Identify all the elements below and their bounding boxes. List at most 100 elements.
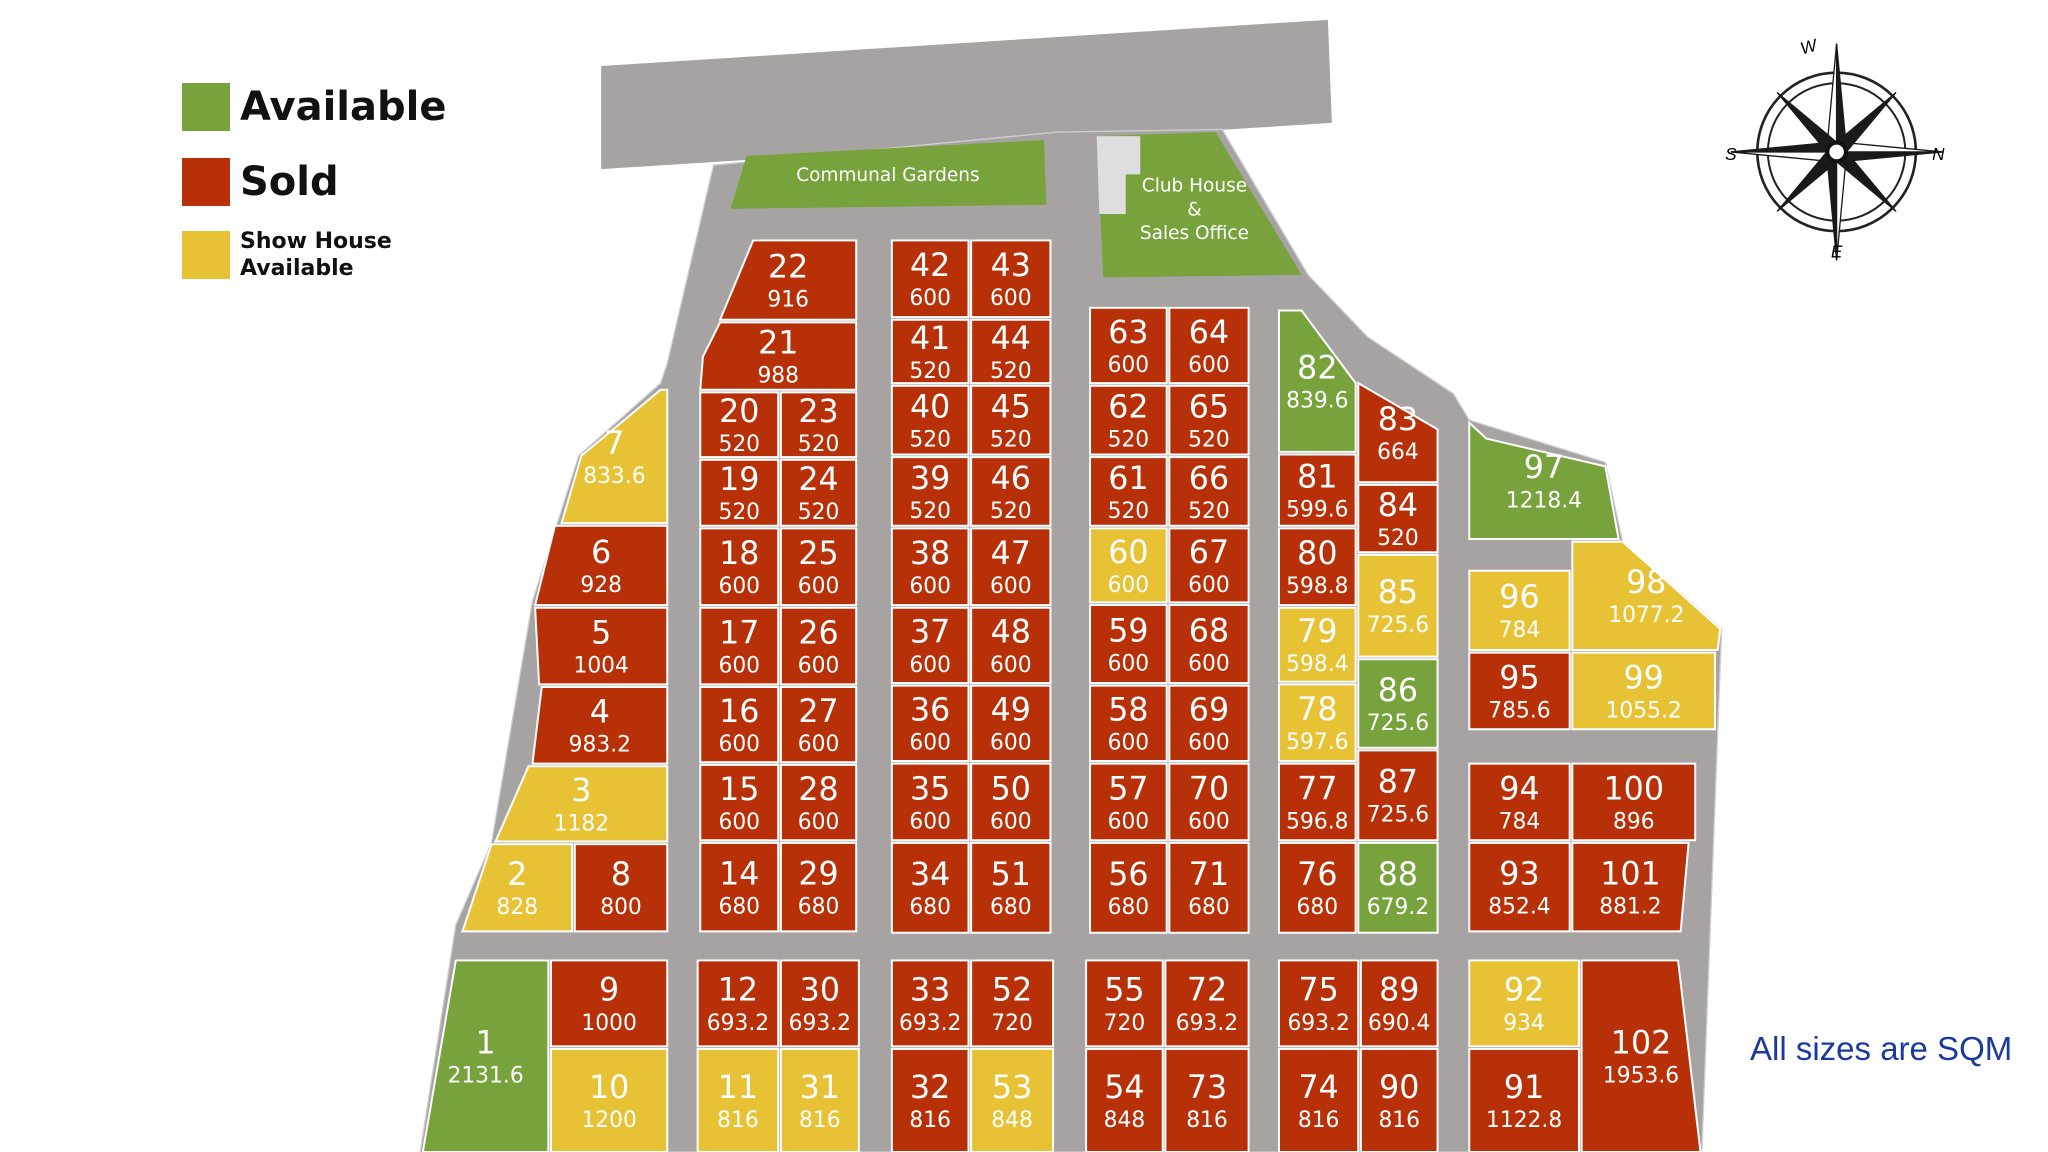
plot-shape[interactable] bbox=[890, 527, 970, 607]
plot-shape[interactable] bbox=[699, 606, 780, 686]
plot-shape[interactable] bbox=[970, 684, 1052, 762]
plot-shape[interactable] bbox=[1089, 684, 1168, 762]
plot-shape[interactable] bbox=[1089, 456, 1168, 527]
plot-shape[interactable] bbox=[699, 763, 780, 842]
plot-shape[interactable] bbox=[493, 765, 669, 843]
plot-shape[interactable] bbox=[1089, 604, 1168, 684]
plot-shape[interactable] bbox=[1468, 959, 1580, 1048]
plot-shape[interactable] bbox=[1468, 841, 1571, 933]
plot-shape[interactable] bbox=[696, 959, 780, 1048]
plot-shape[interactable] bbox=[1278, 762, 1357, 842]
club-house[interactable] bbox=[1096, 132, 1302, 278]
plot-shape[interactable] bbox=[1359, 1047, 1439, 1152]
plot-81[interactable]: 81 599.6 bbox=[1278, 453, 1357, 527]
plot-shape[interactable] bbox=[1468, 651, 1571, 731]
plot-shape[interactable] bbox=[890, 1047, 970, 1152]
plot-shape[interactable] bbox=[970, 318, 1052, 385]
plot-shape[interactable] bbox=[699, 391, 780, 459]
plot-shape[interactable] bbox=[1357, 658, 1439, 749]
plot-shape[interactable] bbox=[970, 959, 1055, 1048]
plot-shape[interactable] bbox=[1278, 453, 1357, 527]
plot-shape[interactable] bbox=[699, 841, 780, 933]
plot-shape[interactable] bbox=[890, 606, 970, 684]
plot-shape[interactable] bbox=[1164, 1047, 1250, 1152]
plot-82[interactable]: 82 839.6 bbox=[1278, 309, 1357, 453]
plot-shape[interactable] bbox=[1085, 1047, 1164, 1152]
plot-shape[interactable] bbox=[1278, 841, 1357, 934]
plot-shape[interactable] bbox=[1089, 306, 1168, 385]
plot-shape[interactable] bbox=[970, 384, 1052, 456]
plot-shape[interactable] bbox=[779, 527, 858, 607]
plot-shape[interactable] bbox=[699, 458, 780, 527]
plot-shape[interactable] bbox=[1357, 749, 1439, 842]
plot-shape[interactable] bbox=[890, 239, 970, 319]
plot-shape[interactable] bbox=[1168, 762, 1250, 842]
plot-shape[interactable] bbox=[560, 388, 669, 525]
plot-shape[interactable] bbox=[1085, 959, 1164, 1048]
plot-shape[interactable] bbox=[970, 1047, 1055, 1152]
plot-shape[interactable] bbox=[890, 684, 970, 762]
plot-shape[interactable] bbox=[699, 685, 780, 764]
plot-shape[interactable] bbox=[1278, 527, 1357, 607]
plot-shape[interactable] bbox=[1357, 483, 1439, 554]
plot-shape[interactable] bbox=[1278, 606, 1357, 683]
plot-93[interactable]: 93 852.4 bbox=[1468, 841, 1571, 933]
plot-shape[interactable] bbox=[1571, 762, 1697, 842]
plot-shape[interactable] bbox=[1168, 527, 1250, 604]
plot-shape[interactable] bbox=[1468, 420, 1620, 540]
plot-shape[interactable] bbox=[1278, 683, 1357, 762]
plot-shape[interactable] bbox=[1089, 762, 1168, 842]
plot-shape[interactable] bbox=[890, 318, 970, 385]
plot-shape[interactable] bbox=[421, 959, 550, 1152]
plot-shape[interactable] bbox=[1168, 684, 1250, 762]
plot-shape[interactable] bbox=[1089, 841, 1168, 934]
plot-shape[interactable] bbox=[1571, 841, 1690, 933]
plot-shape[interactable] bbox=[1168, 604, 1250, 684]
plot-shape[interactable] bbox=[1168, 384, 1250, 456]
plot-shape[interactable] bbox=[779, 763, 858, 842]
plot-shape[interactable] bbox=[779, 1047, 860, 1152]
plot-shape[interactable] bbox=[890, 384, 970, 456]
